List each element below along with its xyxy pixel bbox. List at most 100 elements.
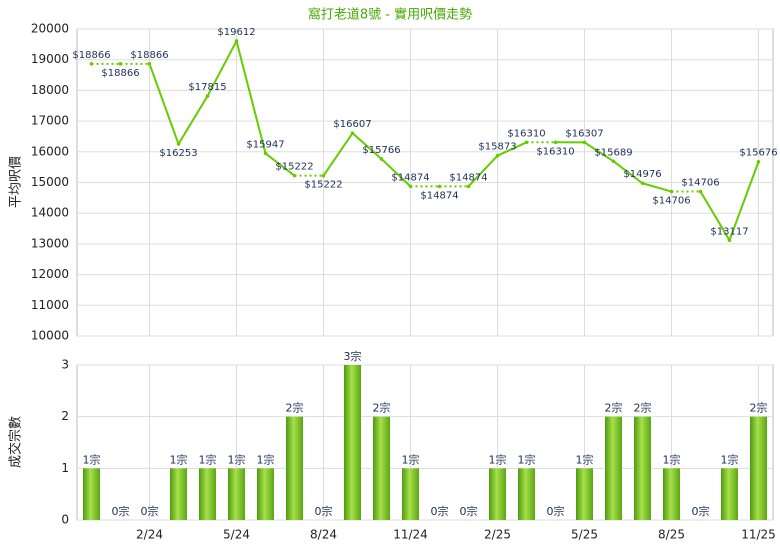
- y-tick-label: 17000: [31, 114, 69, 128]
- value-label: $14874: [391, 172, 429, 183]
- value-label: $19612: [217, 27, 255, 38]
- value-label: $13117: [710, 226, 748, 237]
- value-label: $14874: [449, 172, 487, 183]
- x-tick-label: 2/25: [484, 528, 511, 542]
- value-label: 3宗: [344, 349, 362, 363]
- x-tick-label: 5/24: [223, 528, 250, 542]
- value-label: $15766: [362, 145, 400, 156]
- value-label: 1宗: [489, 452, 507, 466]
- value-label: $18866: [101, 68, 139, 79]
- value-label: 1宗: [402, 452, 420, 466]
- point: [525, 140, 529, 144]
- bar: [605, 417, 622, 520]
- value-label: 1宗: [663, 452, 681, 466]
- value-label: 0宗: [112, 504, 130, 518]
- point: [351, 131, 355, 135]
- value-label: $15222: [275, 162, 313, 173]
- x-tick-label: 8/24: [310, 528, 337, 542]
- value-label: 0宗: [692, 504, 710, 518]
- value-label: $16253: [159, 148, 197, 159]
- chart-title: 窩打老道8號 - 實用呎價走勢: [308, 7, 472, 23]
- y-tick-label: 15000: [31, 175, 69, 189]
- line-segment: [643, 183, 672, 191]
- line-segment: [150, 64, 179, 144]
- value-label: $18866: [130, 50, 168, 61]
- bar: [489, 468, 506, 520]
- line-segment: [179, 96, 208, 144]
- bar: [576, 468, 593, 520]
- line-segment: [324, 133, 353, 176]
- point: [583, 141, 587, 145]
- y-tick-label: 0: [61, 513, 69, 527]
- point: [293, 174, 297, 178]
- value-label: 1宗: [83, 452, 101, 466]
- point: [641, 181, 645, 185]
- x-tick-label: 5/25: [571, 528, 598, 542]
- point: [409, 185, 413, 189]
- value-label: $18866: [72, 50, 110, 61]
- point: [728, 239, 732, 243]
- value-label: $15873: [478, 142, 516, 153]
- y-tick-label: 12000: [31, 267, 69, 281]
- value-label: 1宗: [257, 452, 275, 466]
- point: [177, 142, 181, 146]
- bar: [373, 417, 390, 520]
- point: [438, 185, 442, 189]
- value-label: $17815: [188, 82, 226, 93]
- y-tick-label: 3: [61, 358, 69, 372]
- y-axis-label: 成交宗數: [8, 416, 24, 468]
- point: [612, 160, 616, 164]
- point: [322, 174, 326, 178]
- bar: [402, 468, 419, 520]
- value-label: 2宗: [634, 401, 652, 415]
- bar: [634, 417, 651, 520]
- x-tick-label: 2/24: [136, 528, 163, 542]
- value-label: $16607: [333, 119, 371, 130]
- value-label: $15689: [594, 147, 632, 158]
- point: [90, 62, 94, 66]
- value-label: 1宗: [228, 452, 246, 466]
- value-label: $16310: [507, 128, 545, 139]
- value-label: 1宗: [199, 452, 217, 466]
- y-tick-label: 16000: [31, 144, 69, 158]
- value-label: 2宗: [286, 401, 304, 415]
- bar: [170, 468, 187, 520]
- value-label: 0宗: [431, 504, 449, 518]
- x-tick-label: 8/25: [658, 528, 685, 542]
- bar: [750, 417, 767, 520]
- y-tick-label: 10000: [31, 329, 69, 343]
- value-label: $14874: [420, 190, 458, 201]
- value-label: 1宗: [576, 452, 594, 466]
- value-label: $15676: [739, 148, 777, 159]
- y-tick-label: 14000: [31, 206, 69, 220]
- value-label: $15222: [304, 180, 342, 191]
- x-tick-label: 11/25: [741, 528, 776, 542]
- bar: [83, 468, 100, 520]
- point: [206, 94, 210, 98]
- point: [670, 190, 674, 194]
- point: [235, 39, 239, 43]
- y-axis-label: 平均呎價: [9, 156, 24, 208]
- point: [496, 154, 500, 158]
- y-tick-label: 18000: [31, 83, 69, 97]
- value-label: $14706: [681, 178, 719, 189]
- value-label: 1宗: [518, 452, 536, 466]
- value-label: 2宗: [373, 401, 391, 415]
- point: [119, 62, 123, 66]
- bar: [721, 468, 738, 520]
- bar: [257, 468, 274, 520]
- y-tick-label: 20000: [31, 22, 69, 36]
- y-tick-label: 2: [61, 409, 69, 423]
- line-segment: [237, 41, 266, 154]
- point: [380, 157, 384, 161]
- bar: [518, 468, 535, 520]
- point: [699, 190, 703, 194]
- value-label: 0宗: [315, 504, 333, 518]
- point: [264, 152, 268, 156]
- y-tick-label: 1: [61, 461, 69, 475]
- point: [554, 140, 558, 144]
- value-label: 0宗: [141, 504, 159, 518]
- value-label: $15947: [246, 139, 284, 150]
- value-label: 1宗: [170, 452, 188, 466]
